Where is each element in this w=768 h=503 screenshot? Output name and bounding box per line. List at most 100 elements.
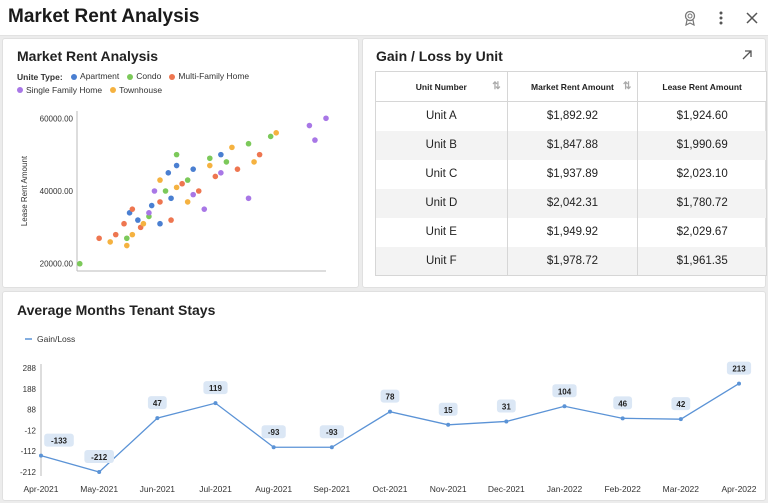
table-row[interactable]: Unit D $2,042.31 $1,780.72 (375, 188, 767, 218)
scatter-point[interactable] (195, 188, 202, 194)
table-row[interactable]: Unit E $1,949.92 $2,029.67 (375, 217, 767, 247)
scatter-point[interactable] (267, 133, 274, 140)
scatter-point[interactable] (135, 217, 141, 223)
data-point[interactable] (39, 453, 43, 458)
scatter-point[interactable] (129, 206, 136, 212)
scatter-point[interactable] (121, 220, 127, 227)
data-point[interactable] (504, 419, 509, 424)
scatter-point[interactable] (165, 170, 172, 176)
legend-item[interactable]: Apartment (71, 70, 119, 83)
data-point[interactable] (329, 445, 334, 450)
scatter-point[interactable] (107, 239, 113, 245)
table-row[interactable]: Unit F $1,978.72 $1,961.35 (375, 246, 767, 276)
scatter-point[interactable] (229, 144, 235, 151)
scatter-point[interactable] (168, 195, 174, 202)
scatter-point[interactable] (148, 202, 155, 209)
scatter-point[interactable] (76, 260, 83, 267)
data-point[interactable] (271, 445, 276, 450)
scatter-point[interactable] (201, 206, 208, 212)
scatter-point[interactable] (168, 217, 174, 223)
sort-icon[interactable]: ⇅ (492, 81, 501, 92)
legend-label: Unite Type: (17, 71, 63, 82)
scatter-point[interactable] (251, 159, 257, 165)
x-tick-label: Apr-2021 (24, 484, 59, 494)
table-row[interactable]: Unit B $1,847.88 $1,990.69 (375, 130, 767, 160)
table-cell: $1,847.88 (506, 130, 639, 160)
scatter-point[interactable] (157, 199, 163, 205)
scatter-point[interactable] (207, 155, 213, 162)
col-header-lease-rent[interactable]: Lease Rent Amount (637, 71, 767, 102)
data-label: 78 (386, 393, 395, 402)
data-label: 104 (558, 387, 572, 396)
line-legend-label[interactable]: Gain/Loss (37, 334, 75, 344)
scatter-point[interactable] (112, 231, 119, 238)
scatter-point[interactable] (190, 166, 196, 172)
scatter-point[interactable] (273, 130, 280, 136)
scatter-point[interactable] (96, 235, 102, 242)
scatter-point[interactable] (173, 151, 180, 158)
scatter-point[interactable] (173, 162, 180, 169)
table-row[interactable]: Unit A $1,892.92 $1,924.60 (375, 101, 767, 131)
scatter-point[interactable] (157, 220, 163, 227)
data-point[interactable] (446, 422, 451, 427)
table-card-title: Gain / Loss by Unit (376, 48, 503, 64)
data-point[interactable] (97, 470, 102, 474)
scatter-point[interactable] (129, 231, 136, 238)
title-bar: Market Rent Analysis (0, 0, 768, 36)
scatter-point[interactable] (212, 173, 219, 180)
data-label: -212 (91, 453, 108, 462)
scatter-point[interactable] (234, 166, 241, 172)
data-point[interactable] (737, 381, 741, 386)
scatter-point[interactable] (124, 235, 130, 242)
table-cell: $1,990.69 (637, 130, 767, 160)
scatter-point[interactable] (306, 122, 313, 129)
table-cell: Unit A (375, 101, 508, 131)
scatter-point[interactable] (162, 188, 169, 194)
legend-item[interactable]: Multi-Family Home (169, 70, 249, 83)
scatter-point[interactable] (157, 177, 163, 183)
scatter-point[interactable] (207, 162, 213, 169)
data-point[interactable] (562, 404, 567, 409)
data-point[interactable] (620, 416, 625, 421)
badge-icon[interactable] (680, 8, 700, 28)
scatter-point[interactable] (184, 177, 191, 183)
scatter-point[interactable] (146, 210, 152, 216)
data-point[interactable] (388, 409, 392, 414)
sort-icon[interactable]: ⇅ (622, 81, 632, 92)
scatter-point[interactable] (218, 170, 224, 176)
scatter-point[interactable] (245, 140, 252, 147)
scatter-point[interactable] (173, 184, 180, 191)
legend-item[interactable]: Townhouse (110, 84, 162, 97)
scatter-point[interactable] (190, 191, 196, 198)
scatter-point[interactable] (218, 151, 224, 158)
scatter-point[interactable] (245, 195, 252, 202)
legend-item[interactable]: Condo (127, 70, 161, 83)
scatter-point[interactable] (124, 242, 130, 249)
scatter-point[interactable] (312, 137, 318, 143)
data-point[interactable] (678, 417, 683, 422)
more-vert-icon[interactable] (711, 8, 731, 28)
table-cell: Unit E (375, 217, 508, 247)
scatter-point[interactable] (184, 199, 191, 205)
scatter-point[interactable] (223, 159, 230, 165)
table-cell: $1,780.72 (637, 188, 767, 218)
data-label-box (552, 384, 577, 398)
scatter-point[interactable] (256, 151, 263, 158)
col-label: Lease Rent Amount (662, 81, 742, 92)
legend-item-label: Condo (136, 71, 162, 81)
table-row[interactable]: Unit C $1,937.89 $2,023.10 (375, 159, 767, 189)
data-point[interactable] (155, 416, 160, 421)
scatter-point[interactable] (323, 115, 329, 122)
expand-icon[interactable] (741, 48, 755, 62)
close-icon[interactable] (742, 8, 762, 28)
col-header-market-rent[interactable]: Market Rent Amount ⇅ (506, 71, 639, 102)
scatter-point[interactable] (179, 180, 185, 187)
data-label-box (203, 381, 228, 395)
scatter-point[interactable] (140, 220, 147, 227)
scatter-point[interactable] (151, 188, 158, 194)
table-cell: $1,949.92 (506, 217, 639, 247)
data-label-box (496, 399, 516, 413)
data-point[interactable] (213, 401, 218, 406)
legend-item[interactable]: Single Family Home (17, 84, 102, 97)
col-header-unit-number[interactable]: Unit Number ⇅ (375, 71, 508, 102)
